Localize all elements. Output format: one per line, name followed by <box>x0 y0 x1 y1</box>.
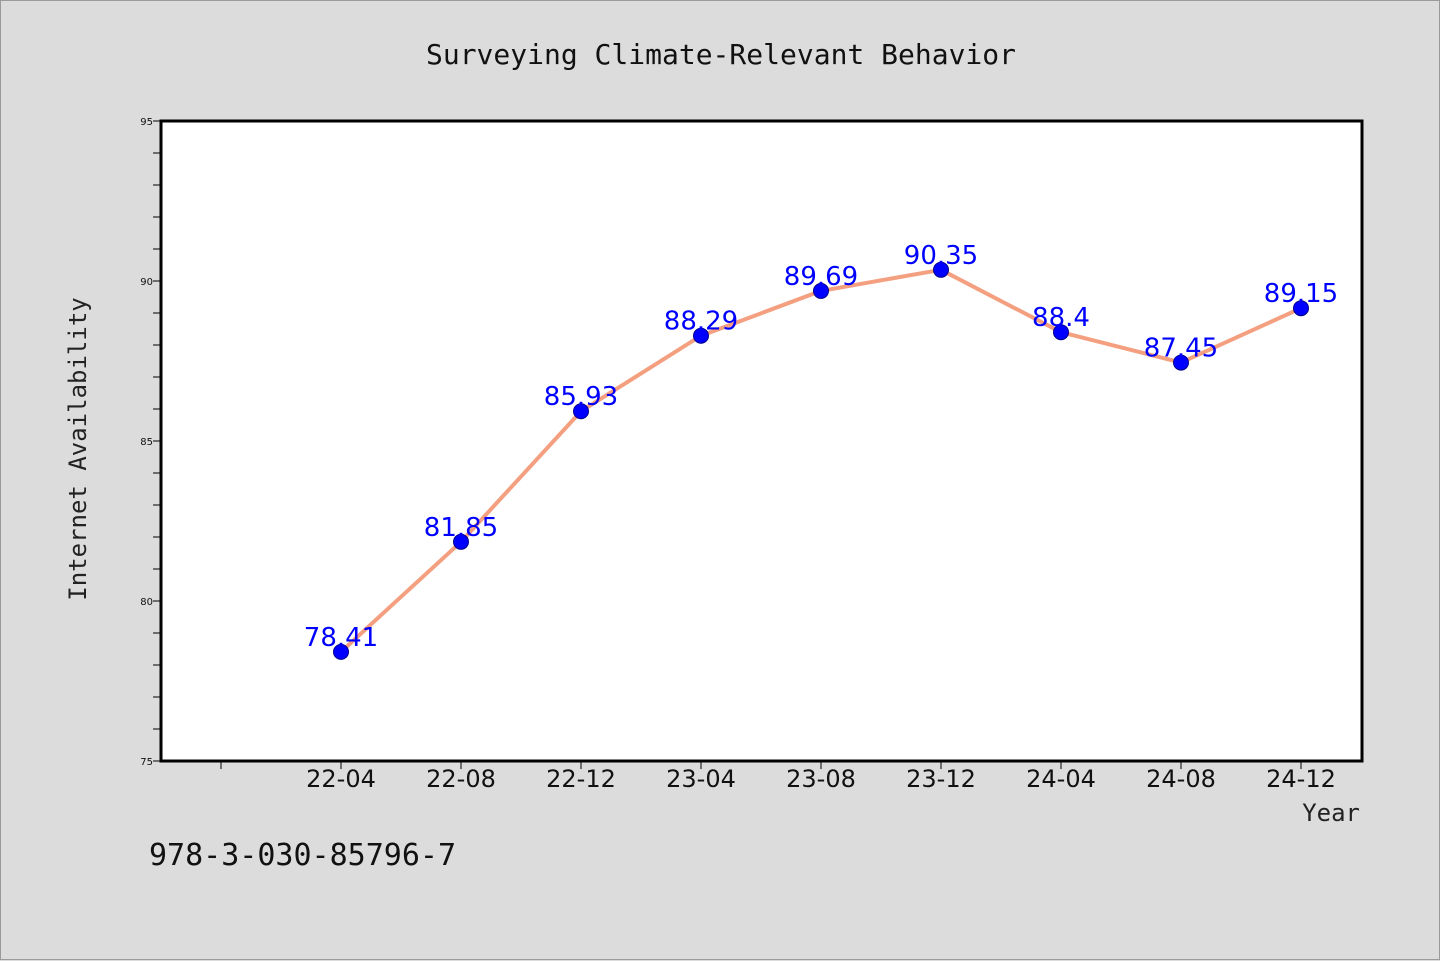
y-tick-label: 85 <box>140 437 153 448</box>
x-tick-label: 24-08 <box>1146 765 1216 793</box>
data-label: 88.4 <box>1032 303 1090 333</box>
data-labels-group: 78.41 81.85 85.93 88.29 89.69 90.35 88.4 87.45 8… <box>304 241 1338 653</box>
data-point <box>813 282 829 299</box>
data-point <box>693 327 709 344</box>
y-tick-label: 90 <box>140 277 153 288</box>
data-label: 78.41 <box>304 623 378 653</box>
data-label: 87.45 <box>1144 334 1218 364</box>
data-point <box>1173 354 1189 371</box>
data-label: 81.85 <box>424 513 498 543</box>
data-point <box>573 403 589 420</box>
data-label: 90.35 <box>904 241 978 271</box>
y-tick-label: 80 <box>140 597 153 608</box>
x-axis: 22-04 22-08 22-12 23-04 23-08 23-12 24-04 24-08… <box>220 761 1336 793</box>
y-axis: 75 80 85 90 95 <box>140 117 161 768</box>
x-tick-label: 24-04 <box>1026 765 1096 793</box>
x-tick-label: 23-12 <box>906 765 976 793</box>
data-point <box>933 261 949 278</box>
data-label: 85.93 <box>544 382 618 412</box>
markers-group <box>333 261 1309 660</box>
y-tick-label: 95 <box>140 117 153 128</box>
x-tick-label: 23-08 <box>786 765 856 793</box>
data-label: 89.15 <box>1264 279 1338 309</box>
data-label: 89.69 <box>784 262 858 292</box>
data-label: 88.29 <box>664 307 738 337</box>
footer-code: 978-3-030-85796-7 <box>149 838 456 873</box>
plot-area <box>159 119 1364 763</box>
x-tick-label: 23-04 <box>666 765 736 793</box>
x-tick-label: 22-12 <box>546 765 616 793</box>
data-point <box>1293 300 1309 317</box>
data-point <box>333 643 349 660</box>
x-tick-label: 22-04 <box>306 765 376 793</box>
chart-title: Surveying Climate-Relevant Behavior <box>426 38 1016 71</box>
y-axis-label: Internet Availability <box>64 297 92 600</box>
data-point <box>1053 324 1069 341</box>
y-tick-label: 75 <box>140 757 153 768</box>
x-tick-label: 22-08 <box>426 765 496 793</box>
x-axis-label: Year <box>1302 799 1360 827</box>
data-point <box>453 533 469 550</box>
x-tick-label: 24-12 <box>1266 765 1336 793</box>
